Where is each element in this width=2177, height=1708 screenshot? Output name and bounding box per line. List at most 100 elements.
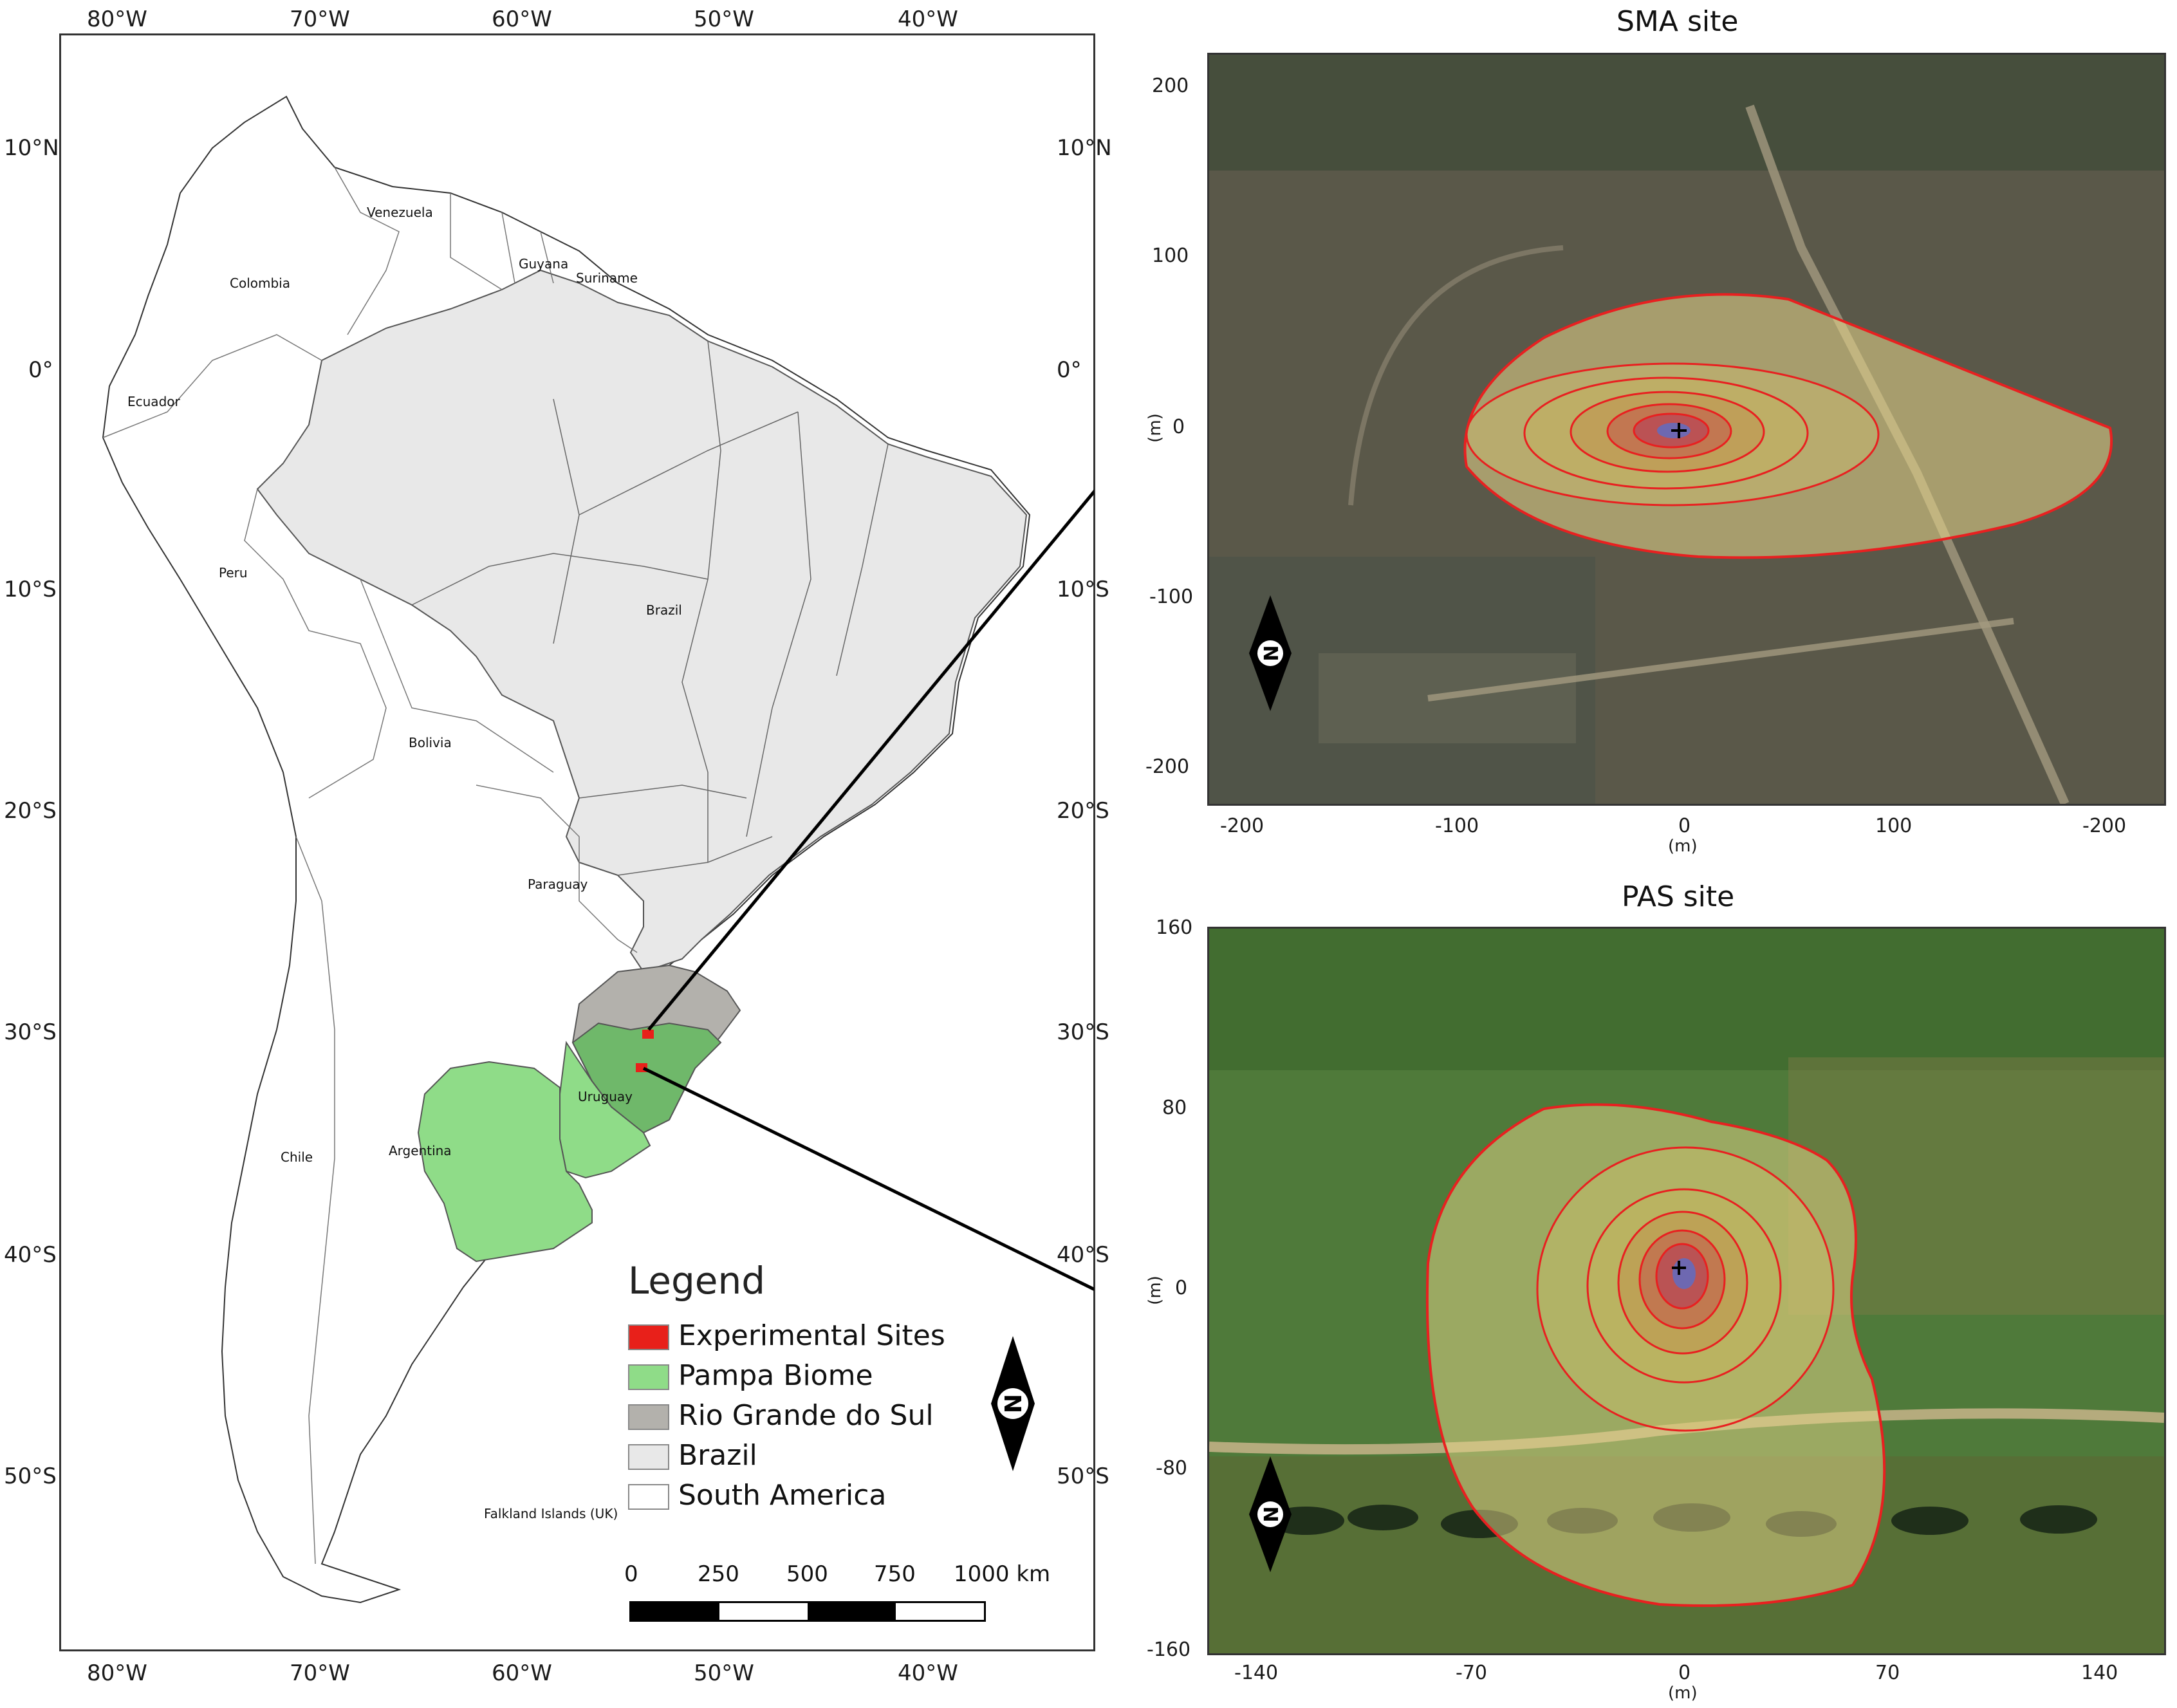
scale-segment-4 <box>896 1603 984 1620</box>
scale-label-750: 750 <box>874 1561 916 1587</box>
sma-y-tick-200: 200 <box>1152 75 1189 97</box>
sma-y-tick-minus200: -200 <box>1145 756 1190 778</box>
pas-x-tick-minus140: -140 <box>1234 1662 1279 1684</box>
lon-label-top-70w: 70°W <box>290 6 350 32</box>
lon-label-top-80w: 80°W <box>87 6 147 32</box>
sma-y-tick-0: 0 <box>1172 416 1185 438</box>
legend-swatch-brazil <box>628 1444 669 1470</box>
country-label-falkland: Falkland Islands (UK) <box>484 1506 618 1521</box>
sma-panel-frame: N <box>1207 53 2166 806</box>
sma-x-tick-minus200: -200 <box>1220 815 1265 837</box>
country-label-chile: Chile <box>281 1149 313 1165</box>
scale-label-500: 500 <box>786 1561 828 1587</box>
scale-bar <box>629 1601 986 1622</box>
sma-x-tick-minus100: -100 <box>1435 815 1479 837</box>
lon-label-bottom-50w: 50°W <box>694 1660 754 1686</box>
pas-aerial-image: N <box>1209 929 2164 1653</box>
lon-label-bottom-40w: 40°W <box>898 1660 958 1686</box>
scale-label-0: 0 <box>624 1561 638 1587</box>
lat-label-right-50s: 50°S <box>1057 1463 1109 1489</box>
sma-y-tick-minus100: -100 <box>1149 586 1194 608</box>
country-label-uruguay: Uruguay <box>578 1089 633 1104</box>
sma-x-unit: (m) <box>1668 837 1698 856</box>
pas-footprint-outer <box>1425 1103 1886 1607</box>
pas-panel-title: PAS site <box>1622 880 1735 913</box>
country-label-venezuela: Venezuela <box>367 205 433 220</box>
arrow-to-pas <box>642 1066 1094 1292</box>
legend-title: Legend <box>628 1259 766 1303</box>
country-label-bolivia: Bolivia <box>409 735 452 750</box>
legend-label-rio-grande-do-sul: Rio Grande do Sul <box>678 1399 934 1432</box>
pas-x-tick-140: 140 <box>2081 1662 2118 1684</box>
legend-label-brazil: Brazil <box>678 1439 757 1472</box>
pas-y-tick-80: 80 <box>1162 1097 1187 1119</box>
sma-north-arrow-letter: N <box>1261 645 1283 661</box>
pas-x-tick-70: 70 <box>1875 1662 1900 1684</box>
lat-label-right-40s: 40°S <box>1057 1242 1109 1268</box>
country-label-ecuador: Ecuador <box>127 394 180 409</box>
country-label-suriname: Suriname <box>576 270 638 286</box>
lat-label-right-20s: 20°S <box>1057 798 1109 824</box>
lon-label-bottom-80w: 80°W <box>87 1660 147 1686</box>
pas-x-unit: (m) <box>1668 1684 1698 1703</box>
pas-panel-frame: N <box>1207 927 2166 1655</box>
north-arrow-letter: N <box>1001 1394 1027 1413</box>
lat-label-left-10n: 10°N <box>4 135 59 161</box>
scale-segment-1 <box>631 1603 719 1620</box>
sma-panel-title: SMA site <box>1617 5 1739 38</box>
country-label-brazil: Brazil <box>646 602 682 618</box>
pas-x-tick-0: 0 <box>1678 1662 1691 1684</box>
scale-segment-3 <box>808 1603 896 1620</box>
country-label-guyana: Guyana <box>519 256 569 272</box>
lat-label-right-0: 0° <box>1057 357 1082 383</box>
country-label-peru: Peru <box>219 565 248 580</box>
country-borders <box>102 167 638 1564</box>
pas-y-tick-minus80: -80 <box>1156 1457 1187 1480</box>
pas-y-tick-minus160: -160 <box>1147 1638 1191 1661</box>
lon-label-bottom-60w: 60°W <box>492 1660 552 1686</box>
pas-y-tick-0: 0 <box>1175 1277 1188 1299</box>
sma-x-tick-0: 0 <box>1678 815 1691 837</box>
experimental-site-sma-marker <box>642 1030 654 1039</box>
scale-label-250: 250 <box>698 1561 739 1587</box>
legend-label-south-america: South America <box>678 1479 887 1512</box>
lon-label-top-50w: 50°W <box>694 6 754 32</box>
legend-swatch-pampa <box>628 1364 669 1390</box>
pas-y-unit: (m) <box>1145 1276 1165 1305</box>
sma-x-tick-minus200-right: -200 <box>2082 815 2127 837</box>
pas-y-tick-160: 160 <box>1156 916 1193 939</box>
scale-segment-2 <box>719 1603 808 1620</box>
lon-label-top-40w: 40°W <box>898 6 958 32</box>
sma-aerial-image: N <box>1209 55 2164 804</box>
lat-label-left-10s: 10°S <box>4 577 57 602</box>
sma-y-unit: (m) <box>1145 413 1165 443</box>
argentina-pampa-shape <box>417 1061 593 1263</box>
north-arrow-icon: N <box>991 1336 1035 1471</box>
lat-label-left-30s: 30°S <box>4 1019 57 1045</box>
sma-x-tick-100: 100 <box>1875 815 1913 837</box>
legend-swatch-rio-grande-do-sul <box>628 1404 669 1430</box>
lat-label-left-0: 0° <box>28 357 53 383</box>
lat-label-left-50s: 50°S <box>4 1463 57 1489</box>
south-america-outline <box>102 95 1094 1604</box>
brazil-shape <box>256 269 1028 973</box>
lon-label-top-60w: 60°W <box>492 6 552 32</box>
pas-north-arrow-letter: N <box>1261 1506 1283 1522</box>
legend-label-experimental-sites: Experimental Sites <box>678 1319 945 1352</box>
legend-swatch-experimental-sites <box>628 1324 669 1350</box>
sma-y-tick-100: 100 <box>1152 245 1189 267</box>
country-label-paraguay: Paraguay <box>528 877 588 892</box>
lat-label-right-10s: 10°S <box>1057 577 1109 602</box>
country-label-argentina: Argentina <box>389 1143 452 1158</box>
lat-label-left-20s: 20°S <box>4 798 57 824</box>
pas-x-tick-minus70: -70 <box>1456 1662 1487 1684</box>
lon-label-bottom-70w: 70°W <box>290 1660 350 1686</box>
lat-label-right-30s: 30°S <box>1057 1019 1109 1045</box>
lat-label-right-10n: 10°N <box>1057 135 1112 161</box>
arrow-to-sma <box>647 489 1094 1031</box>
scale-label-1000km: 1000 km <box>954 1561 1051 1587</box>
sma-footprint-outer <box>1463 293 2113 559</box>
brazil-state-borders <box>411 340 889 876</box>
legend-swatch-south-america <box>628 1484 669 1510</box>
lat-label-left-40s: 40°S <box>4 1242 57 1268</box>
